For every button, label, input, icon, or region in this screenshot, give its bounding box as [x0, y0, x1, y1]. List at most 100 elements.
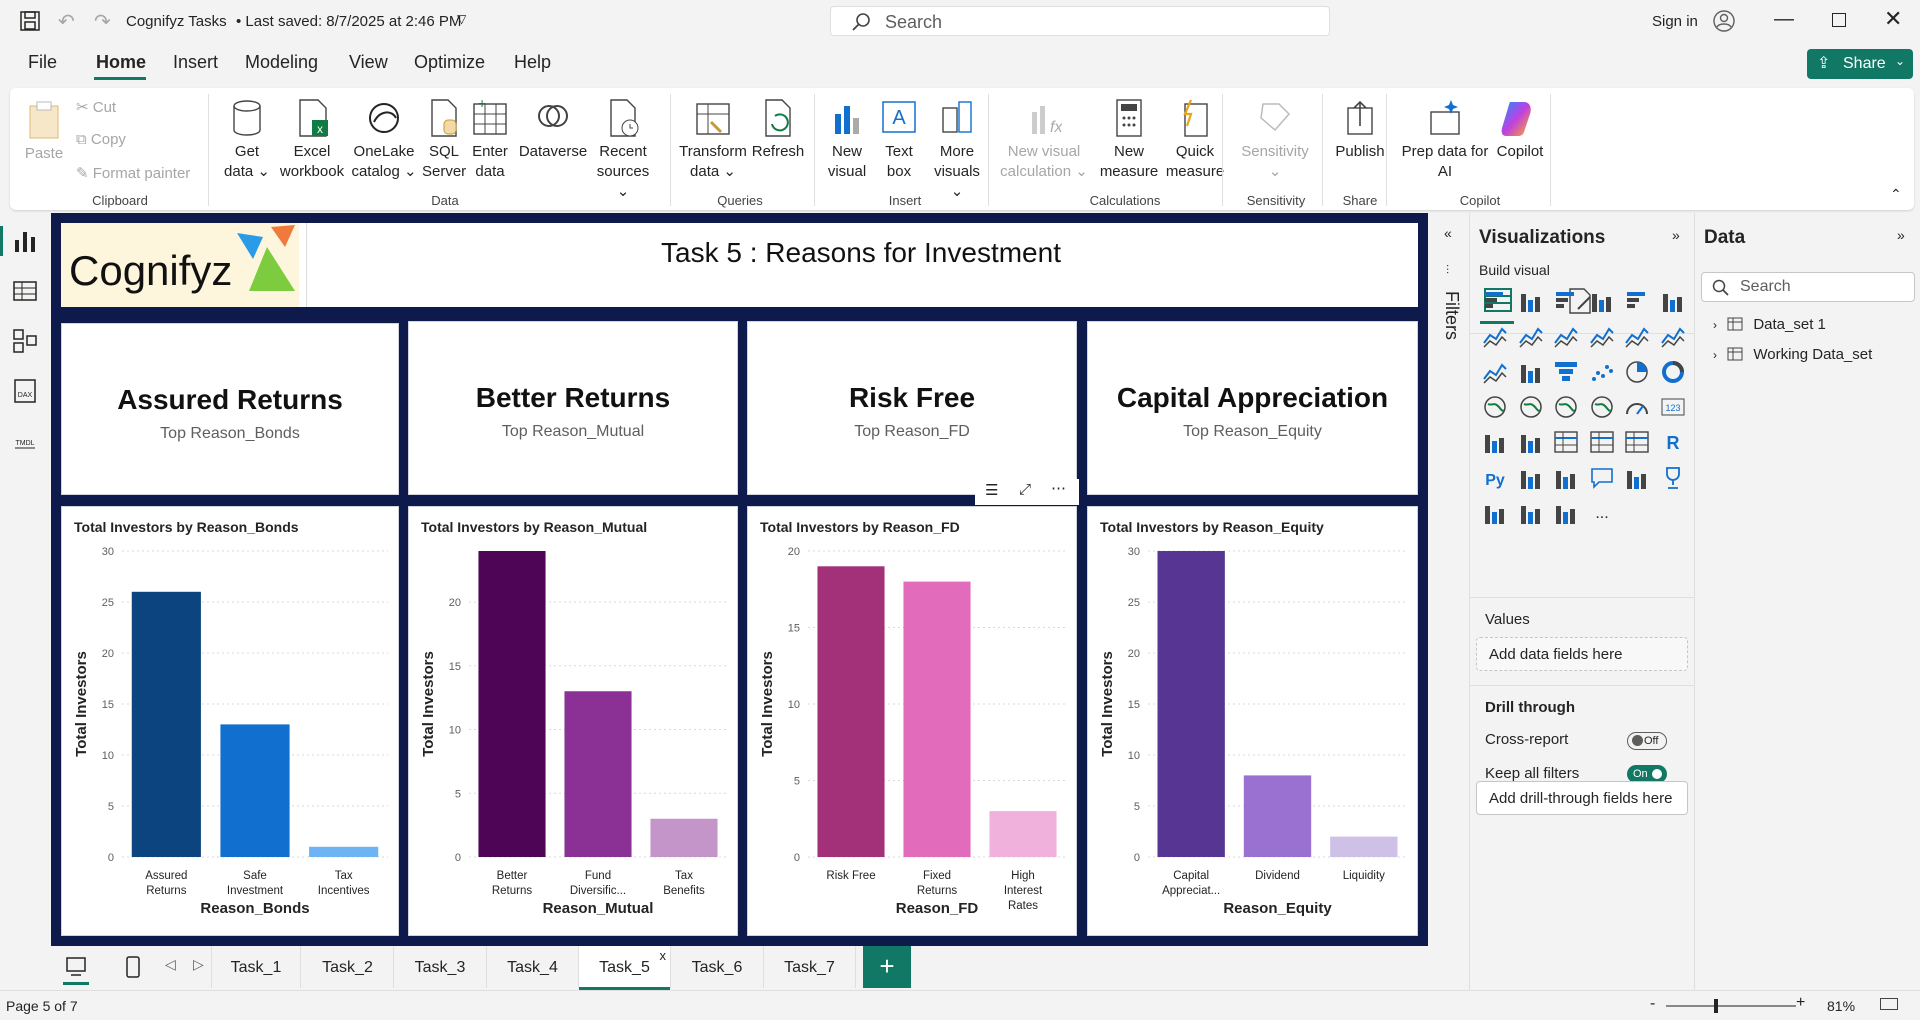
new-measure-button[interactable]: New measure — [1098, 98, 1160, 182]
qa-icon[interactable] — [1589, 465, 1615, 491]
onelake-catalog-button[interactable]: OneLake catalog ⌄ — [351, 98, 417, 182]
bar[interactable] — [903, 581, 971, 857]
ribbon-chart-icon[interactable] — [1482, 359, 1508, 385]
tmdl-view-icon[interactable]: TMDL — [12, 428, 38, 454]
dataverse-button[interactable]: Dataverse — [516, 98, 590, 162]
tab-optimize[interactable]: Optimize — [414, 52, 486, 72]
table-view-icon[interactable] — [12, 278, 38, 304]
previous-page-icon[interactable]: ◁ — [165, 956, 176, 972]
transform-data-button[interactable]: Transform data ⌄ — [670, 98, 756, 182]
page-tab[interactable]: Task_2 — [302, 946, 394, 988]
more-visuals-button[interactable]: More visuals ⌄ — [928, 98, 986, 202]
page-tab[interactable]: Task_4 — [487, 946, 579, 988]
table-visual-icon[interactable] — [1589, 429, 1615, 455]
python-visual-icon[interactable]: Py — [1482, 465, 1508, 491]
excel-workbook-button[interactable]: x Excel workbook — [277, 98, 347, 182]
paginated-report-icon[interactable] — [1482, 500, 1508, 526]
collapse-data-icon[interactable]: » — [1897, 227, 1905, 243]
keep-filters-toggle[interactable]: On — [1627, 765, 1667, 783]
data-table-item[interactable]: › Working Data_set — [1713, 346, 1873, 363]
focus-mode-icon[interactable]: ⤢ — [1019, 481, 1032, 498]
map-icon[interactable] — [1518, 394, 1544, 420]
collapse-viz-icon[interactable]: » — [1672, 227, 1680, 243]
data-search-input[interactable]: Search — [1701, 272, 1915, 302]
drill-through-drop-zone[interactable]: Add drill-through fields here — [1476, 781, 1688, 815]
stacked-area-chart-icon[interactable] — [1553, 323, 1579, 349]
clustered-bar-chart-icon[interactable] — [1553, 288, 1579, 314]
chart-card[interactable]: Total Investors by Reason_FD 0 5 10 15 20 Ris… — [747, 506, 1077, 936]
sign-in-link[interactable]: Sign in — [1652, 13, 1698, 30]
key-influencers-icon[interactable] — [1518, 465, 1544, 491]
page-tab[interactable]: Task_7 — [764, 946, 856, 988]
quick-measure-button[interactable]: Quick measure — [1162, 98, 1228, 182]
new-visual-calculation-button[interactable]: fx New visual calculation ⌄ — [996, 98, 1092, 182]
treemap-icon[interactable] — [1482, 394, 1508, 420]
zoom-in-icon[interactable]: + — [1796, 994, 1806, 1011]
tab-home[interactable]: Home — [96, 52, 147, 72]
100-stacked-area-chart-icon[interactable] — [1589, 323, 1615, 349]
bar[interactable] — [817, 566, 885, 857]
bar[interactable] — [1330, 836, 1398, 857]
cut-button[interactable]: ✂ Cut — [76, 99, 117, 116]
add-page-button[interactable]: + — [863, 946, 911, 988]
stacked-bar-chart-icon[interactable] — [1482, 288, 1508, 314]
narrative-icon[interactable] — [1624, 465, 1650, 491]
pie-chart-icon[interactable] — [1624, 359, 1650, 385]
page-tab[interactable]: Task_1 — [211, 946, 301, 988]
desktop-layout-icon[interactable] — [65, 956, 87, 978]
filters-pane-collapsed[interactable]: « ⫶ Filters — [1432, 213, 1468, 990]
new-card-icon[interactable] — [1518, 500, 1544, 526]
waterfall-chart-icon[interactable] — [1518, 359, 1544, 385]
100-stacked-column-chart-icon[interactable] — [1660, 288, 1686, 314]
cross-report-toggle[interactable]: Off — [1627, 732, 1667, 750]
paste-button[interactable]: Paste — [22, 100, 66, 164]
more-visuals-icon[interactable]: ... — [1589, 500, 1615, 526]
bar[interactable] — [989, 811, 1057, 857]
kpi-card[interactable]: Better Returns Top Reason_Mutual — [408, 321, 738, 495]
area-chart-icon[interactable] — [1518, 323, 1544, 349]
decomposition-tree-icon[interactable] — [1553, 465, 1579, 491]
fit-to-page-icon[interactable] — [1880, 998, 1898, 1010]
maximize-icon[interactable] — [1832, 13, 1846, 27]
model-view-icon[interactable] — [12, 328, 38, 354]
zoom-slider[interactable] — [1666, 1005, 1796, 1007]
chevron-down-icon[interactable]: ▽ — [457, 12, 467, 26]
kpi-icon[interactable] — [1518, 429, 1544, 455]
bar[interactable] — [1243, 775, 1312, 857]
bar[interactable] — [131, 591, 201, 857]
prep-data-for-ai-button[interactable]: Prep data for AI — [1394, 98, 1496, 182]
publish-button[interactable]: Publish — [1324, 98, 1396, 162]
new-visual-button[interactable]: New visual — [822, 98, 872, 182]
dax-query-view-icon[interactable]: DAX — [12, 378, 38, 404]
zoom-slider-thumb[interactable] — [1714, 999, 1718, 1013]
tab-help[interactable]: Help — [514, 52, 552, 72]
text-box-button[interactable]: A Text box — [874, 98, 924, 182]
tab-insert[interactable]: Insert — [173, 52, 219, 72]
r-visual-icon[interactable]: R — [1660, 429, 1686, 455]
menu-file[interactable]: File — [28, 52, 58, 72]
redo-icon[interactable]: ↷ — [94, 11, 111, 33]
clustered-column-chart-icon[interactable] — [1589, 288, 1615, 314]
report-view-icon[interactable] — [12, 228, 38, 254]
bar[interactable] — [220, 724, 290, 857]
copilot-button[interactable]: Copilot — [1488, 98, 1552, 162]
matrix-icon[interactable] — [1624, 429, 1650, 455]
copy-button[interactable]: ⧉ Copy — [76, 131, 126, 148]
bar[interactable] — [478, 551, 546, 857]
refresh-button[interactable]: Refresh — [748, 98, 808, 162]
bar[interactable] — [1157, 551, 1225, 857]
data-table-item[interactable]: › Data_set 1 — [1713, 316, 1826, 333]
bar[interactable] — [309, 846, 379, 857]
sql-server-button[interactable]: SQL Server — [422, 98, 466, 182]
values-drop-zone[interactable]: Add data fields here — [1476, 637, 1688, 671]
bar[interactable] — [564, 691, 632, 857]
new-slicer-icon[interactable] — [1553, 500, 1579, 526]
multi-row-card-icon[interactable] — [1482, 429, 1508, 455]
expand-filters-icon[interactable]: « — [1444, 225, 1452, 241]
format-visual-icon[interactable] — [1564, 285, 1596, 317]
page-tab[interactable]: Task_6 — [671, 946, 764, 988]
filter-icon[interactable]: ☰ — [985, 482, 999, 499]
minimize-icon[interactable]: — — [1774, 8, 1794, 30]
recent-sources-button[interactable]: Recent sources ⌄ — [590, 98, 656, 202]
format-painter-button[interactable]: ✎ Format painter — [76, 165, 191, 182]
